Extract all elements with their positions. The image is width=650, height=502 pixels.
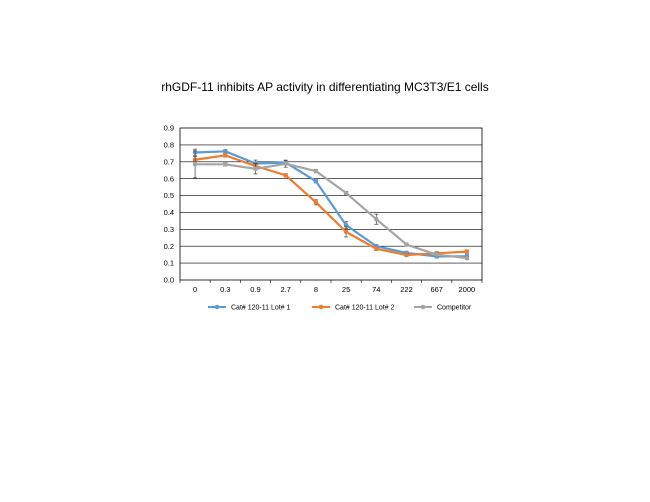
y-tick-label: 0.8: [164, 140, 174, 149]
y-tick-label: 0.6: [164, 174, 174, 183]
y-tick-label: 0.1: [164, 259, 174, 268]
x-tick-label: 0.3: [220, 285, 230, 294]
data-point: [343, 222, 349, 228]
data-point: [404, 252, 409, 258]
data-point: [313, 168, 319, 174]
x-tick-label: 2000: [459, 285, 476, 294]
legend-marker: [420, 304, 426, 310]
y-tick-label: 0.9: [164, 124, 174, 133]
x-tick-label: 8: [314, 285, 318, 294]
data-point: [283, 172, 289, 178]
legend: Cat# 120-11 Lot# 1 Cat# 120-11 Lot# 2 Comp…: [208, 305, 472, 312]
series-2: [192, 153, 470, 258]
series-layer: [192, 148, 470, 261]
data-point: [404, 242, 409, 247]
data-point: [464, 255, 470, 261]
series-3: [192, 150, 470, 261]
x-tick-label: 667: [430, 285, 443, 294]
x-tick-label: 2.7: [280, 285, 290, 294]
x-tick-label: 0.9: [250, 285, 260, 294]
data-point: [283, 161, 289, 167]
legend-label: Cat# 120-11 Lot# 2: [335, 305, 395, 312]
data-point: [253, 166, 258, 172]
y-tick-label: 0.5: [164, 191, 174, 200]
legend-marker: [318, 304, 324, 310]
data-point: [374, 246, 379, 252]
legend-label: Cat# 120-11 Lot# 1: [231, 305, 291, 312]
legend-item: Cat# 120-11 Lot# 2: [312, 305, 395, 312]
series-line: [195, 162, 468, 260]
y-tick-label: 0.3: [164, 225, 174, 234]
data-point: [223, 162, 228, 167]
data-point: [313, 200, 319, 205]
x-tick-label: 222: [400, 285, 413, 294]
x-tick-label: 74: [372, 285, 380, 294]
legend-marker: [214, 304, 220, 310]
data-point: [343, 190, 349, 196]
data-point: [223, 149, 228, 154]
data-point: [464, 249, 470, 254]
y-tick-label: 0.0: [164, 276, 174, 285]
y-tick-label: 0.7: [164, 157, 174, 166]
data-point: [343, 229, 349, 235]
x-tick-label: 25: [342, 285, 350, 294]
legend-item: Competitor: [414, 305, 472, 312]
data-point: [434, 252, 440, 257]
data-point: [223, 153, 228, 158]
y-tick-label: 0.4: [164, 208, 174, 217]
legend-label: Competitor: [437, 305, 472, 312]
y-axis-ticks: 0.0 0.1 0.2 0.3 0.4 0.5 0.6 0.7 0.8 0.9: [164, 124, 174, 285]
data-point: [192, 162, 198, 167]
legend-item: Cat# 120-11 Lot# 1: [208, 305, 291, 312]
y-tick-label: 0.2: [164, 242, 174, 251]
chart-title: rhGDF-11 inhibits AP activity in differe…: [161, 80, 489, 94]
series-line: [194, 154, 467, 257]
data-point: [313, 178, 319, 184]
x-axis-ticks: 0 0.3 0.9 2.7 8 25 74 222 667 2000: [179, 280, 483, 294]
x-tick-label: 0: [193, 285, 197, 294]
data-point: [374, 216, 379, 222]
